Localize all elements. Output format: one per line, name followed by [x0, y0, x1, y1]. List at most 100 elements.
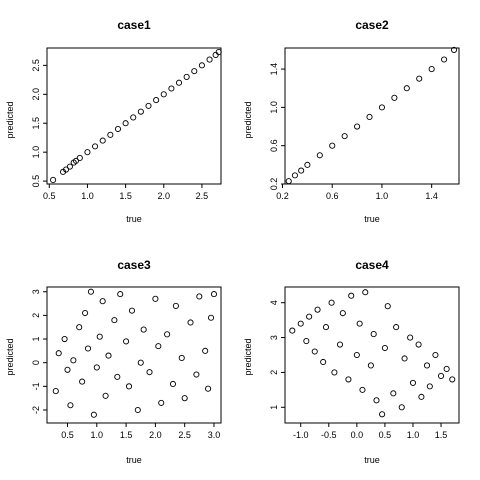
x-tick-label: 1.0: [376, 191, 389, 201]
data-point: [303, 338, 310, 345]
data-point: [168, 85, 175, 92]
y-tick-label: 1.5: [31, 117, 41, 130]
data-point: [416, 75, 423, 82]
data-point: [79, 378, 86, 385]
data-point: [291, 172, 298, 179]
data-point: [353, 351, 360, 359]
data-point: [196, 293, 203, 300]
data-point: [105, 352, 112, 359]
data-point: [84, 345, 92, 352]
x-axis-label: true: [126, 214, 142, 224]
data-point: [145, 102, 152, 109]
data-point: [172, 302, 179, 309]
data-point: [183, 73, 190, 80]
x-tick-label: 1.5: [435, 430, 448, 440]
data-point: [52, 388, 59, 395]
data-point: [82, 309, 89, 317]
data-point: [152, 295, 159, 302]
data-point: [316, 152, 323, 159]
data-point: [146, 369, 153, 376]
plot-frame: [46, 47, 222, 185]
y-tick-label: 0.2: [269, 178, 279, 191]
data-point: [102, 392, 109, 399]
y-tick-label: 2.5: [31, 59, 41, 72]
data-point: [441, 56, 448, 63]
x-axis-label: true: [364, 455, 380, 465]
data-point: [114, 373, 121, 380]
data-point: [339, 310, 346, 317]
y-ticks: 0.5 1.0 1.5 2.0 2.5: [31, 59, 47, 187]
x-ticks: -1.0 -0.5 0.0 0.5 1.0 1.5: [293, 423, 447, 440]
data-point: [297, 320, 304, 327]
data-point: [215, 49, 222, 56]
x-tick-label: 1.4: [425, 191, 438, 201]
data-point: [181, 395, 188, 402]
x-tick-label: -1.0: [293, 430, 309, 440]
data-point: [311, 348, 318, 355]
data-point: [130, 114, 137, 121]
y-tick-label: 1: [269, 405, 279, 410]
panel-case2: case2 true predicted 0.2 0.6 1.0 1.4 0.2 0.6…: [243, 18, 460, 224]
data-point: [322, 324, 330, 331]
data-point: [96, 333, 103, 340]
data-point: [418, 393, 425, 400]
x-tick-label: 0.0: [351, 430, 364, 440]
data-point: [381, 344, 388, 352]
data-point: [70, 357, 77, 364]
data-point: [63, 166, 70, 173]
y-axis-label: predicted: [243, 338, 253, 375]
y-axis-label: predicted: [5, 338, 15, 375]
data-point: [90, 411, 97, 418]
panel-title: case3: [117, 258, 151, 272]
data-point: [169, 380, 177, 388]
data-point: [359, 386, 366, 393]
data-point: [137, 108, 144, 115]
data-point: [137, 359, 144, 366]
data-point: [87, 288, 94, 295]
data-point: [329, 142, 336, 149]
x-tick-label: 0.6: [326, 191, 339, 201]
x-ticks: 0.2 0.6 1.0 1.4: [276, 184, 438, 201]
x-tick-label: -0.5: [321, 430, 337, 440]
plot-frame: [284, 47, 460, 185]
y-ticks: 1 2 3 4: [269, 300, 285, 410]
data-point: [390, 390, 397, 397]
data-point: [354, 123, 361, 130]
data-point: [415, 341, 422, 348]
y-tick-label: 3: [31, 289, 41, 294]
data-point: [72, 157, 80, 164]
data-point: [336, 341, 344, 348]
y-axis-label: predicted: [5, 101, 15, 138]
y-tick-label: -1: [31, 382, 41, 390]
data-point: [76, 324, 83, 331]
data-point: [432, 351, 439, 359]
x-tick-label: 0.5: [43, 191, 56, 201]
x-tick-label: 1.5: [120, 430, 133, 440]
x-tick-label: 0.5: [61, 430, 74, 440]
panel-title: case4: [355, 258, 389, 272]
data-point: [384, 303, 391, 310]
data-point: [367, 362, 374, 369]
plot-frame: [284, 286, 460, 424]
x-tick-label: 0.2: [276, 191, 289, 201]
data-point: [331, 369, 338, 376]
data-point: [426, 383, 433, 390]
x-tick-label: 2.0: [149, 430, 162, 440]
y-ticks: -2 -1 0 1 2 3: [31, 289, 47, 414]
data-point: [198, 62, 205, 69]
data-point: [153, 97, 160, 104]
data-point: [193, 371, 200, 378]
data-point: [55, 350, 62, 357]
data-point: [401, 355, 408, 362]
data-point: [393, 324, 400, 331]
data-point: [140, 326, 147, 333]
points: [285, 46, 458, 185]
x-axis-label: true: [126, 455, 142, 465]
data-point: [111, 317, 118, 324]
y-axis-label: predicted: [243, 101, 253, 138]
x-tick-label: 3.0: [208, 430, 221, 440]
data-point: [366, 113, 373, 121]
y-tick-label: 2.0: [31, 88, 41, 101]
data-point: [134, 406, 141, 414]
